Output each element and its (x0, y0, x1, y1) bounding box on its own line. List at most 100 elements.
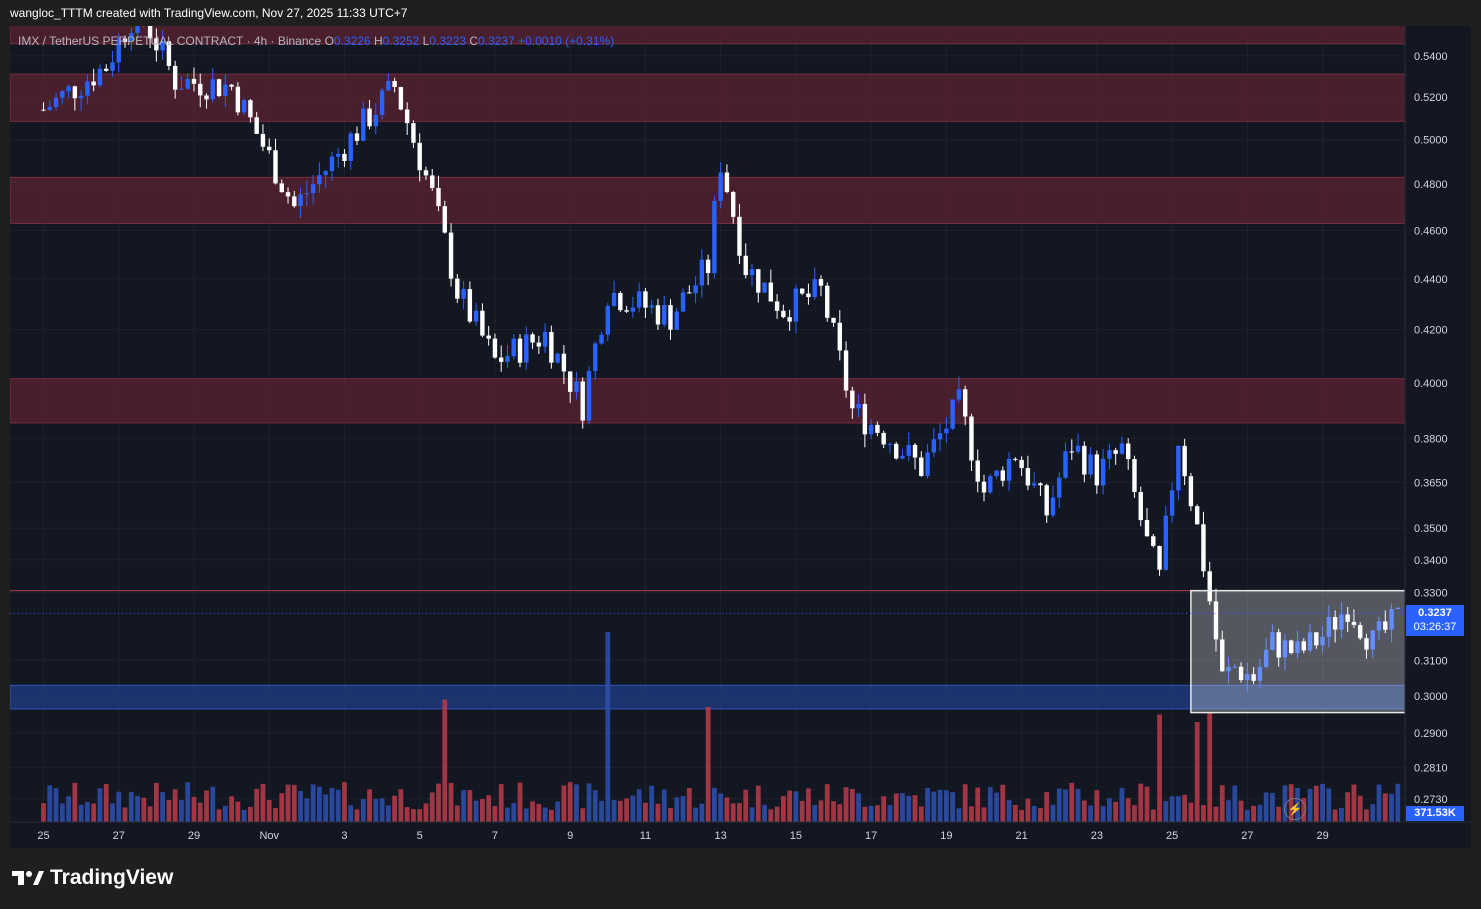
candle-body (1326, 616, 1332, 637)
volume-bar (480, 799, 485, 822)
candle-body (862, 403, 868, 435)
candle-body (122, 38, 128, 42)
candle-body (191, 78, 197, 84)
candle-body (931, 439, 937, 453)
candle-body (279, 183, 284, 193)
candle-body (655, 305, 661, 325)
candle-body (310, 184, 316, 194)
candle-body (91, 81, 96, 86)
volume-bar (668, 808, 673, 822)
tradingview-brand[interactable]: TradingView (12, 866, 173, 890)
candle-body (1257, 667, 1263, 681)
chart-pane[interactable]: 0.2730 0.2810 0.2900 0.3000 0.3100 0.3300 0.34… (10, 26, 1471, 848)
volume-bar (116, 791, 122, 822)
candle-body (536, 342, 542, 347)
candle-body (398, 87, 404, 110)
high-value: 0.3252 (382, 34, 420, 48)
candle-body (962, 389, 968, 417)
volume-bar (222, 805, 228, 822)
candle-body (944, 428, 949, 434)
volume-bar (931, 791, 937, 822)
volume-bar (918, 806, 924, 822)
candle-body (116, 38, 121, 63)
volume-bar (843, 787, 849, 822)
candle-body (379, 90, 385, 115)
volume-bar (166, 799, 172, 822)
volume-bar (818, 800, 824, 822)
candle-body (204, 95, 209, 100)
volume-bar (1175, 796, 1181, 822)
candle-body (1031, 483, 1037, 486)
lightning-icon[interactable]: ⚡ (1284, 798, 1306, 820)
candle-body (1282, 640, 1288, 658)
candle-body (267, 146, 272, 151)
candle-body (1038, 483, 1043, 486)
candle-body (473, 310, 479, 322)
tradingview-wordmark: TradingView (50, 866, 174, 889)
volume-value-tag: 371.53K (1406, 806, 1464, 821)
candle-body (731, 192, 736, 217)
price-tick-label: 0.4600 (1414, 226, 1448, 238)
volume-bar (1169, 796, 1175, 822)
candle-body (442, 206, 447, 233)
volume-bar (1075, 788, 1081, 822)
candle-body (894, 443, 899, 459)
candle-body (868, 424, 874, 435)
volume-bar (1382, 793, 1388, 822)
volume-bar (498, 784, 504, 822)
candle-body (1163, 515, 1169, 570)
candle-body (699, 259, 705, 286)
candle-body (756, 269, 761, 293)
price-chart[interactable]: 0.2730 0.2810 0.2900 0.3000 0.3100 0.3300 0.34… (10, 26, 1471, 848)
candle-body (919, 457, 924, 476)
time-tick-label: 27 (113, 830, 125, 842)
candle-body (1063, 451, 1068, 478)
price-tick-label: 0.4000 (1414, 378, 1448, 390)
volume-bar (254, 788, 260, 822)
candle-body (72, 86, 78, 99)
close-value: 0.3237 (478, 34, 515, 48)
candle-body (248, 100, 253, 118)
volume-bar (1100, 806, 1106, 822)
volume-bar (342, 782, 347, 822)
candle-body (241, 100, 247, 113)
candle-body (793, 288, 799, 322)
volume-bar (1389, 793, 1394, 822)
volume-bar (185, 782, 191, 822)
last-price-value: 0.3237 (1418, 607, 1452, 619)
change-value: +0.0010 (+0.31%) (518, 34, 615, 48)
candle-body (97, 68, 103, 86)
candle-body (216, 79, 222, 97)
resistance-zone-3 (10, 378, 1406, 424)
price-tick-label: 0.3300 (1414, 587, 1448, 599)
volume-bar (994, 792, 999, 822)
volume-bar (1006, 800, 1012, 822)
candle-body (1144, 520, 1150, 537)
price-tick-label: 0.3000 (1414, 691, 1448, 703)
candle-body (235, 86, 241, 113)
candle-body (831, 317, 836, 323)
time-axis (10, 822, 1471, 848)
candle-body (430, 175, 435, 188)
candle-body (147, 26, 153, 39)
volume-bar (1182, 794, 1188, 822)
candle-body (154, 38, 159, 51)
symbol-title[interactable]: IMX / TetherUS PERPETUAL CONTRACT · 4h ·… (18, 34, 322, 48)
candle-body (448, 232, 454, 279)
volume-bar (1069, 782, 1075, 822)
volume-bar (755, 785, 761, 822)
candle-body (1395, 607, 1401, 610)
candle-body (329, 156, 335, 172)
candle-body (172, 65, 178, 90)
volume-bar (91, 803, 97, 822)
volume-bar (398, 789, 404, 822)
price-tick-label: 0.3650 (1414, 477, 1448, 489)
volume-bar (1270, 792, 1275, 822)
volume-bar (1351, 784, 1357, 822)
candle-body (273, 150, 278, 184)
volume-bar (605, 632, 611, 822)
volume-bar (711, 787, 717, 822)
volume-bar (680, 796, 686, 822)
volume-bar (574, 784, 579, 822)
volume-bar (204, 790, 209, 822)
